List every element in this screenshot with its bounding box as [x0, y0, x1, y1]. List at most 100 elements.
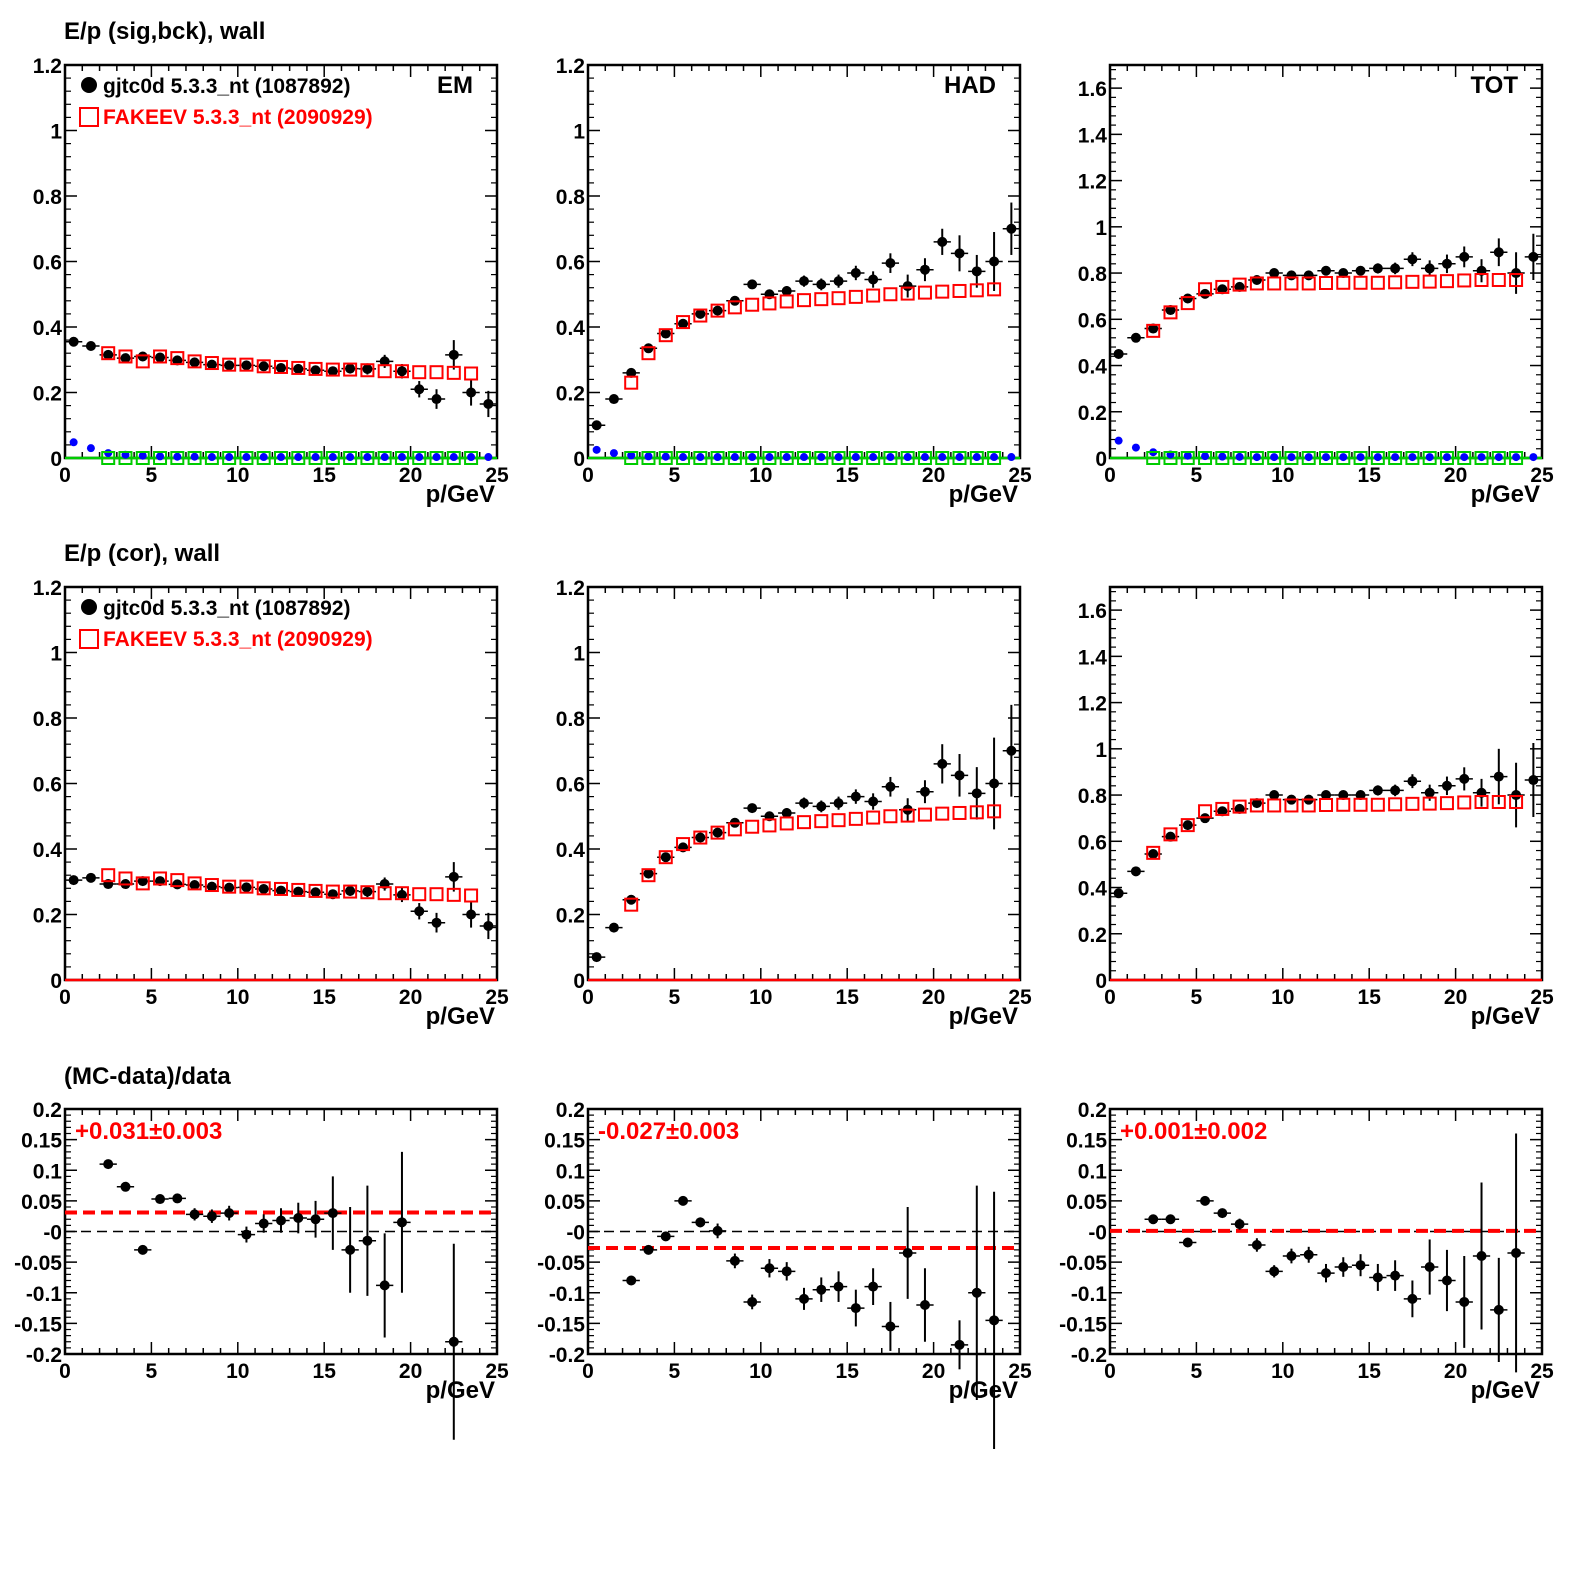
- y-tick-label: 0.4: [556, 317, 586, 340]
- mc-point: [1146, 323, 1161, 338]
- y-tick-label: 1.2: [33, 577, 62, 600]
- data-point: [327, 366, 338, 377]
- data-point: [155, 1194, 166, 1205]
- mc-point: [883, 451, 898, 465]
- data-point: [626, 894, 637, 905]
- mc-point: [814, 814, 829, 829]
- legend-marker-data: [81, 599, 97, 615]
- row-title-middle: E/p (cor), wall: [64, 540, 221, 567]
- y-tick-label: 1.2: [1078, 171, 1107, 194]
- mc-point: [987, 804, 1002, 819]
- y-tick-label: -0.2: [549, 1344, 585, 1367]
- data-point: [258, 883, 269, 894]
- y-tick-label: 0.2: [556, 905, 585, 928]
- bck-point: [277, 453, 285, 462]
- x-tick-label: 15: [836, 464, 860, 487]
- mc-point: [762, 296, 777, 311]
- mc-point: [1215, 451, 1230, 465]
- y-tick-label: 0.2: [556, 1099, 585, 1122]
- data-point: [1390, 1270, 1401, 1281]
- mc-point: [1319, 797, 1333, 812]
- data-point: [729, 1255, 740, 1266]
- x-tick-label: 25: [1530, 986, 1554, 1009]
- data-point: [885, 781, 896, 792]
- plot-frame: [1108, 63, 1544, 460]
- mc-point: [866, 810, 881, 825]
- data-point: [1303, 270, 1314, 281]
- bck-point: [903, 453, 912, 462]
- y-tick-label: 0.2: [1078, 1099, 1107, 1122]
- panel-8: 0 5 10 15 20 25p/GeV -0.2 -0.15 -0.1 -0.05 -0 0.05 0…: [1059, 1099, 1554, 1404]
- data-point: [799, 798, 809, 809]
- mc-point: [952, 805, 967, 820]
- bck-point: [1007, 453, 1016, 462]
- mc-point: [464, 451, 479, 465]
- data-point: [448, 871, 459, 882]
- mc-point: [1232, 799, 1247, 814]
- x-tick-label: 15: [1358, 1360, 1382, 1383]
- y-tick-label: 0.6: [33, 252, 62, 275]
- panel-tag: TOT: [1470, 72, 1518, 99]
- panel-tag: EM: [437, 72, 473, 99]
- mc-point: [1422, 451, 1437, 465]
- y-tick-label: 0.8: [33, 708, 63, 731]
- data-point: [103, 1159, 114, 1170]
- mc-point: [624, 897, 639, 912]
- data-point: [971, 1287, 982, 1298]
- y-tick-label: 0.05: [1066, 1191, 1107, 1214]
- y-tick-label: 0.8: [556, 186, 586, 209]
- data-point: [626, 1275, 637, 1286]
- mc-point: [1405, 451, 1420, 465]
- mc-point: [256, 451, 271, 465]
- mc-point: [1180, 451, 1195, 465]
- data-point: [1269, 790, 1280, 801]
- mc-point: [1163, 451, 1178, 465]
- bck-point: [886, 453, 895, 462]
- x-tick-label: 15: [836, 986, 860, 1009]
- y-tick-label: 0.6: [33, 774, 62, 797]
- data-point: [189, 1209, 200, 1220]
- bck-point: [294, 453, 303, 462]
- x-tick-label: 10: [1271, 986, 1294, 1009]
- mc-point: [952, 451, 967, 465]
- data-point: [206, 1211, 217, 1222]
- bck-point: [661, 452, 670, 461]
- data-point: [591, 952, 602, 963]
- panel-5: 0 5 10 15 20 25p/GeV 0 0.2 0.4 0.6 0.8 1 1.2 1.4 1.6: [1078, 585, 1554, 1030]
- data-point: [885, 258, 896, 269]
- data-point: [241, 1229, 252, 1240]
- mc-point: [1439, 451, 1454, 465]
- x-tick-label: 10: [749, 1360, 772, 1383]
- mc-point: [745, 451, 760, 465]
- mc-point: [831, 291, 846, 306]
- y-tick-label: -0: [43, 1222, 62, 1245]
- y-tick-label: 1.2: [556, 55, 585, 78]
- mc-point: [429, 887, 444, 902]
- bck-point: [713, 453, 722, 462]
- y-tick-label: -0.15: [14, 1313, 62, 1336]
- x-tick-label: 15: [1358, 986, 1382, 1009]
- data-point: [466, 909, 477, 920]
- data-point: [1234, 281, 1245, 292]
- data-point: [643, 1244, 654, 1255]
- data-point: [643, 343, 654, 354]
- x-tick-label: 25: [1530, 464, 1554, 487]
- data-point: [396, 1217, 407, 1228]
- mc-point: [1336, 275, 1351, 290]
- mc-point: [1284, 276, 1299, 291]
- bck-point: [1494, 453, 1503, 462]
- mc-point: [917, 285, 932, 300]
- mc-point: [710, 303, 725, 318]
- mc-point: [779, 451, 794, 465]
- y-tick-label: -0.1: [549, 1283, 586, 1306]
- data-point: [1493, 247, 1504, 258]
- data-point: [626, 367, 637, 378]
- mc-point: [101, 451, 116, 465]
- bck-point: [242, 453, 251, 462]
- data-point: [747, 1296, 758, 1307]
- plot-frame: [586, 585, 1022, 982]
- data-point: [885, 1321, 896, 1332]
- data-point: [937, 236, 948, 247]
- data-point: [1200, 1195, 1211, 1206]
- mc-point: [135, 354, 150, 369]
